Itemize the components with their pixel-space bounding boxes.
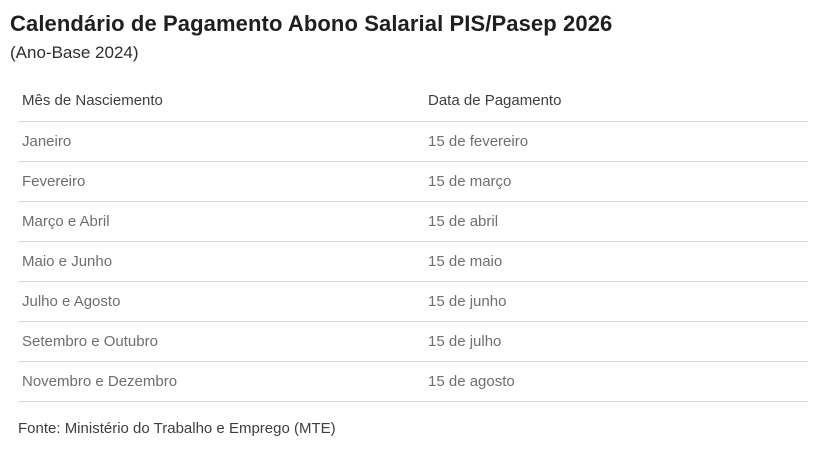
page-subtitle: (Ano-Base 2024) xyxy=(10,43,139,62)
payment-date-cell: 15 de maio xyxy=(428,241,808,282)
column-header-birth-month: Mês de Nasciemento xyxy=(18,81,428,122)
payment-calendar-table: Mês de Nasciemento Data de Pagamento Jan… xyxy=(18,81,808,402)
table-body: Janeiro 15 de fevereiro Fevereiro 15 de mar… xyxy=(18,121,808,402)
payment-date-cell: 15 de junho xyxy=(428,281,808,322)
table-row: Novembro e Dezembro 15 de agosto xyxy=(18,361,808,402)
payment-date-cell: 15 de fevereiro xyxy=(428,121,808,162)
table-row: Janeiro 15 de fevereiro xyxy=(18,121,808,162)
table-row: Maio e Junho 15 de maio xyxy=(18,241,808,282)
birth-month-cell: Maio e Junho xyxy=(18,241,428,282)
table-row: Julho e Agosto 15 de junho xyxy=(18,281,808,322)
payment-date-cell: 15 de abril xyxy=(428,201,808,242)
payment-calendar-table-wrap: Mês de Nasciemento Data de Pagamento Jan… xyxy=(18,81,808,402)
column-header-payment-date: Data de Pagamento xyxy=(428,81,808,122)
birth-month-cell: Setembro e Outubro xyxy=(18,321,428,362)
table-row: Setembro e Outubro 15 de julho xyxy=(18,321,808,362)
page-title: Calendário de Pagamento Abono Salarial P… xyxy=(10,11,613,36)
source-note: Fonte: Ministério do Trabalho e Emprego … xyxy=(18,419,336,437)
birth-month-cell: Março e Abril xyxy=(18,201,428,242)
table-row: Março e Abril 15 de abril xyxy=(18,201,808,242)
table-header-row: Mês de Nasciemento Data de Pagamento xyxy=(18,81,808,122)
payment-date-cell: 15 de março xyxy=(428,161,808,202)
birth-month-cell: Fevereiro xyxy=(18,161,428,202)
payment-date-cell: 15 de agosto xyxy=(428,361,808,402)
table-row: Fevereiro 15 de março xyxy=(18,161,808,202)
birth-month-cell: Novembro e Dezembro xyxy=(18,361,428,402)
birth-month-cell: Janeiro xyxy=(18,121,428,162)
payment-date-cell: 15 de julho xyxy=(428,321,808,362)
birth-month-cell: Julho e Agosto xyxy=(18,281,428,322)
